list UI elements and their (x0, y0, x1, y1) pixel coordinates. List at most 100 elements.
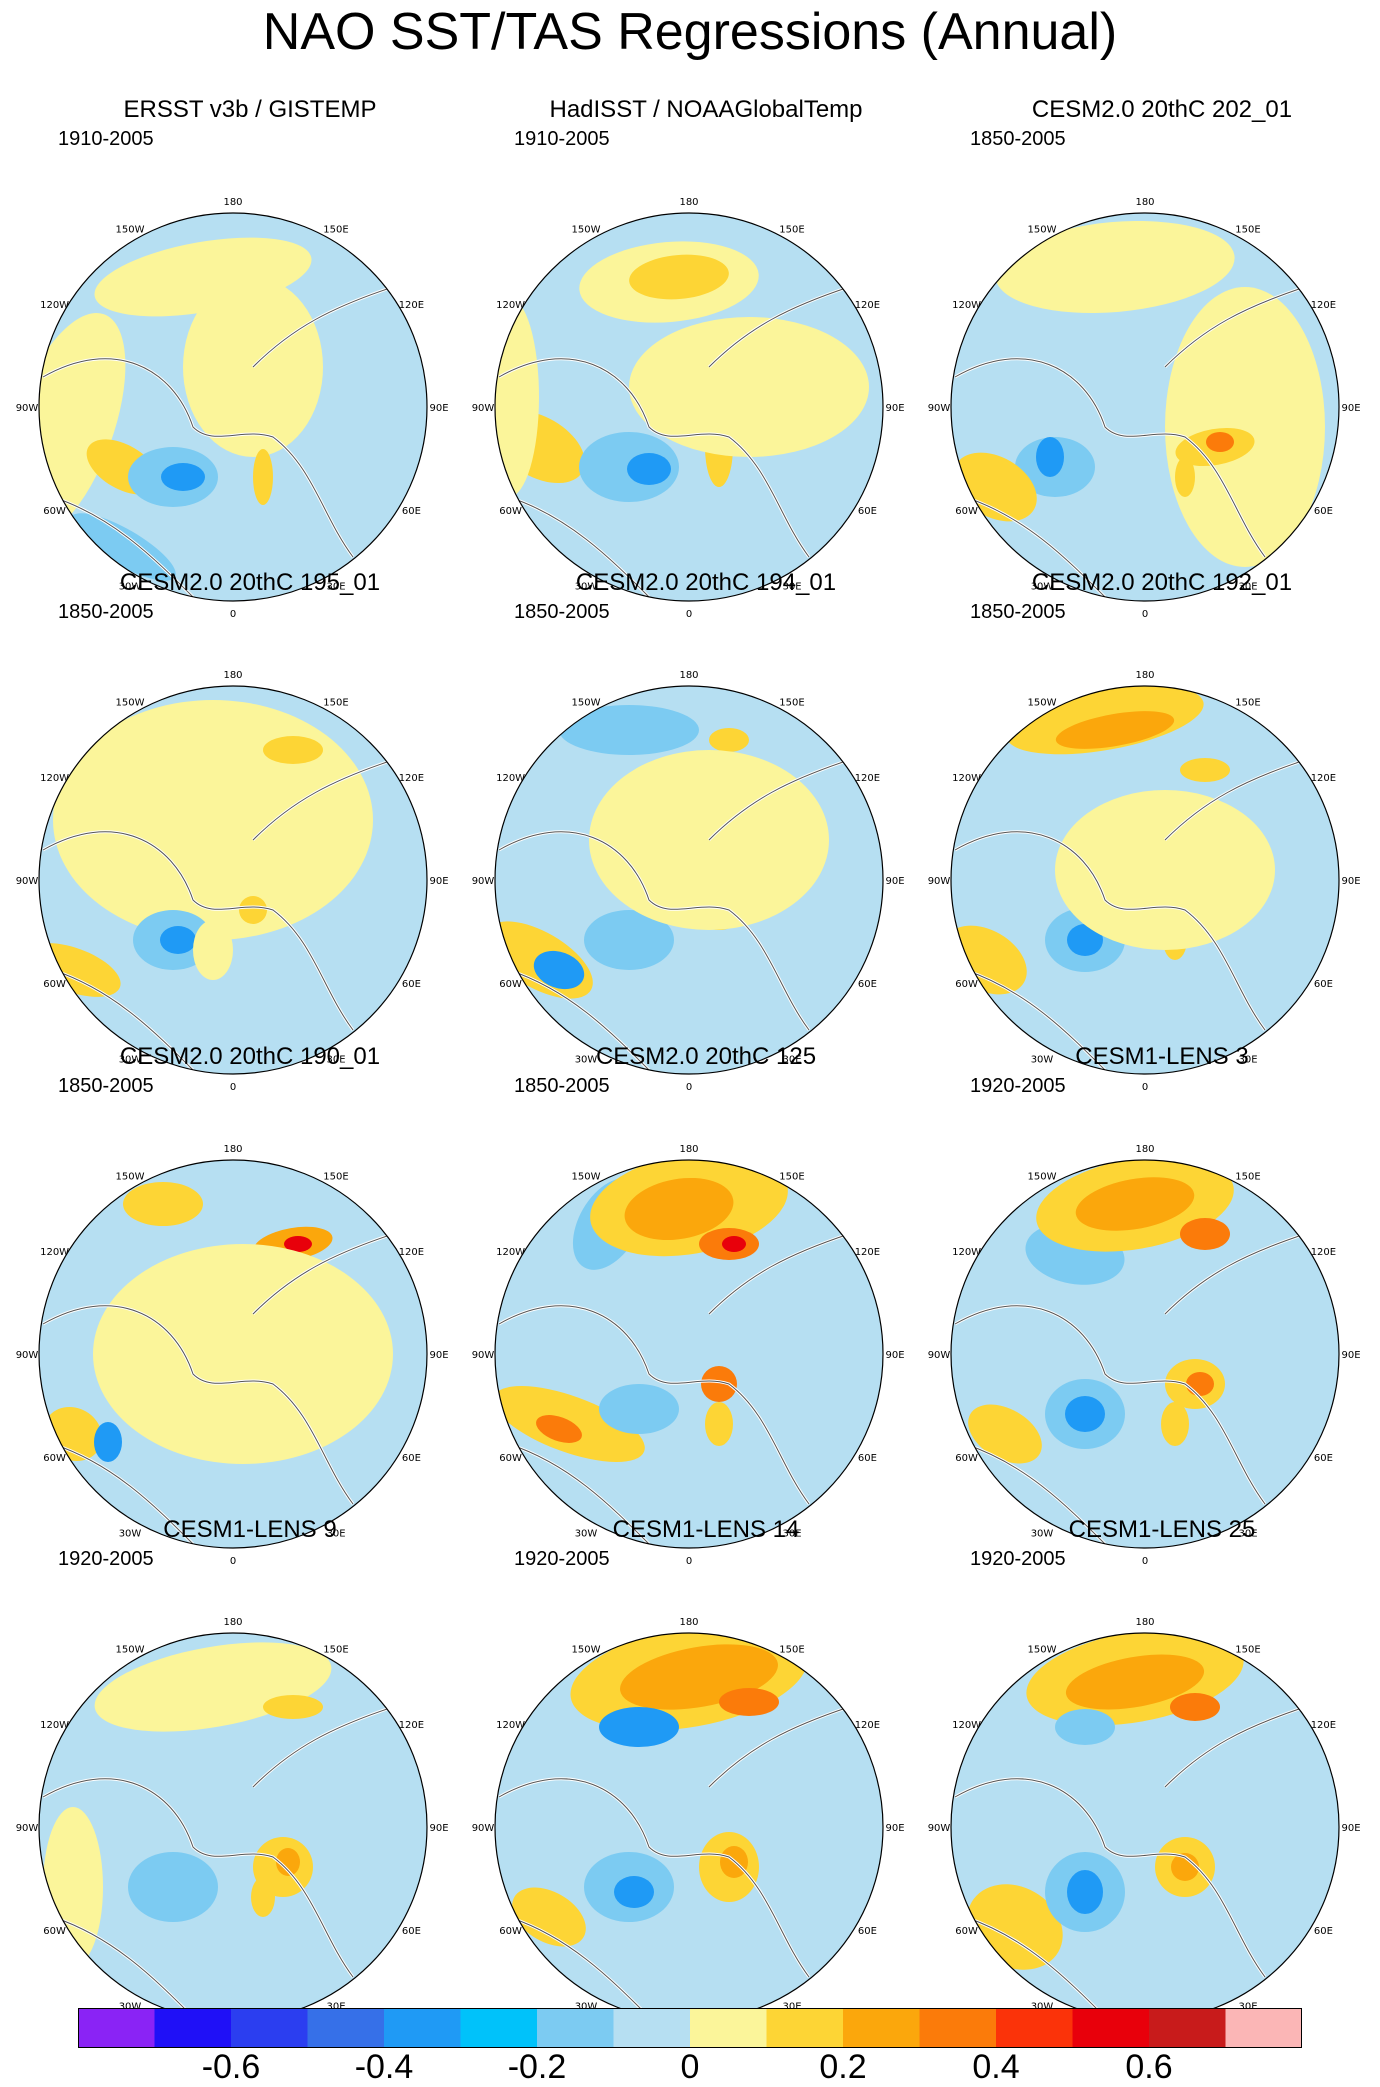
longitude-label: 0 (230, 609, 236, 620)
longitude-label: 120E (1311, 1247, 1336, 1258)
longitude-label: 30W (1031, 1528, 1054, 1539)
longitude-label: 90E (885, 1350, 904, 1361)
longitude-label: 150E (1235, 698, 1260, 709)
longitude-label: 90W (928, 876, 951, 887)
anomaly-region (1180, 758, 1230, 782)
panel-title: CESM2.0 20thC 194_01 (575, 569, 837, 596)
longitude-label: 0 (1142, 1082, 1148, 1093)
longitude-label: 30W (119, 1528, 142, 1539)
anomaly-region (495, 297, 539, 497)
longitude-label: 30E (782, 581, 801, 592)
map-panel: 180 150E 120E 90E 60E 30E 0 30W 60W 90W 120W 150W ER… (16, 95, 480, 620)
colorbar-swatch (460, 2008, 538, 2048)
map-panel: 180 150E 120E 90E 60E 30E 0 30W 60W 90W 120W 150W CE… (928, 95, 1380, 620)
anomaly-region (239, 896, 267, 924)
longitude-label: 120E (1311, 1720, 1336, 1731)
longitude-label: 150E (779, 1172, 804, 1183)
longitude-label: 30E (1238, 2001, 1257, 2012)
longitude-label: 150E (779, 1645, 804, 1656)
longitude-label: 90W (16, 1350, 39, 1361)
longitude-label: 30E (1238, 1054, 1257, 1065)
map-panel: 180 150E 120E 90E 60E 30E 0 30W 60W 90W 120W 150W CE… (472, 1042, 936, 1567)
anomaly-region (1055, 711, 1175, 749)
colorbar-tick-label: -0.4 (354, 2048, 414, 2086)
longitude-label: 180 (223, 197, 242, 208)
longitude-label: 150W (1028, 1645, 1057, 1656)
longitude-label: 180 (223, 1144, 242, 1155)
longitude-label: 120W (40, 300, 69, 311)
longitude-label: 60E (1314, 506, 1333, 517)
map-panel: 180 150E 120E 90E 60E 30E 0 30W 60W 90W 120W 150W CE… (928, 1042, 1380, 1567)
longitude-label: 0 (1142, 609, 1148, 620)
panel-title: ERSST v3b / GISTEMP (123, 96, 377, 123)
map-panel: 180 150E 120E 90E 60E 30E 0 30W 60W 90W 120W 150W CE… (16, 1042, 480, 1567)
anomaly-region (1036, 437, 1064, 477)
colorbar-tick-label: -0.2 (507, 2048, 567, 2086)
longitude-label: 120E (399, 773, 424, 784)
colorbar-tick-label: 0.2 (819, 2048, 867, 2086)
longitude-label: 120E (1311, 773, 1336, 784)
longitude-label: 90E (885, 403, 904, 414)
anomaly-region (995, 220, 1235, 314)
longitude-label: 30W (119, 2001, 142, 2012)
longitude-label: 180 (1135, 1144, 1154, 1155)
longitude-label: 150E (779, 225, 804, 236)
longitude-label: 150E (323, 1645, 348, 1656)
panel-period: 1850-2005 (970, 601, 1066, 623)
longitude-label: 0 (230, 1556, 236, 1567)
map-border (950, 212, 1340, 602)
anomaly-region (1175, 457, 1195, 497)
longitude-label: 60E (858, 979, 877, 990)
colorbar-swatch (307, 2008, 385, 2048)
longitude-label: 150W (1028, 1172, 1057, 1183)
longitude-label: 60E (402, 1926, 421, 1937)
longitude-label: 30W (575, 581, 598, 592)
longitude-label: 150W (572, 225, 601, 236)
anomaly-region (722, 1236, 746, 1252)
longitude-label: 30W (575, 1054, 598, 1065)
anomaly-region (251, 1877, 275, 1917)
colorbar-swatch (613, 2008, 691, 2048)
longitude-label: 150E (1235, 225, 1260, 236)
longitude-label: 30W (1031, 2001, 1054, 2012)
longitude-label: 120E (855, 1720, 880, 1731)
anomaly-region (512, 1887, 586, 1947)
anomaly-region (1171, 1853, 1199, 1881)
anomaly-region (1055, 790, 1275, 950)
longitude-label: 120W (496, 1720, 525, 1731)
longitude-label: 120W (952, 773, 981, 784)
map-border (38, 212, 428, 602)
colorbar-swatch (843, 2008, 920, 2048)
longitude-label: 90W (16, 403, 39, 414)
panel-period: 1850-2005 (514, 1075, 610, 1097)
coastline (42, 286, 394, 598)
anomaly-region (709, 728, 749, 752)
panel-period: 1850-2005 (970, 128, 1066, 150)
longitude-label: 60E (1314, 1453, 1333, 1464)
longitude-label: 30E (326, 2001, 345, 2012)
map-panel: 180 150E 120E 90E 60E 30E 0 30W 60W 90W 120W 150W CE… (16, 1515, 480, 2040)
longitude-label: 150W (116, 1645, 145, 1656)
coastline (498, 1233, 850, 1545)
anomaly-region (263, 736, 323, 764)
anomaly-region (123, 1182, 203, 1226)
anomaly-region (39, 312, 126, 542)
longitude-label: 90E (1341, 1350, 1360, 1361)
anomaly-region (128, 1852, 218, 1922)
panel-title: CESM1-LENS 9 (163, 1516, 337, 1543)
longitude-label: 150W (116, 698, 145, 709)
coastline (42, 759, 394, 1071)
longitude-label: 150W (572, 1645, 601, 1656)
panel-title: CESM2.0 20thC 195_01 (119, 569, 381, 596)
colorbar-swatch (78, 2008, 155, 2048)
anomaly-region (53, 700, 373, 940)
longitude-label: 30E (782, 2001, 801, 2012)
anomaly-region (1075, 1177, 1195, 1231)
anomaly-region (94, 1422, 122, 1462)
